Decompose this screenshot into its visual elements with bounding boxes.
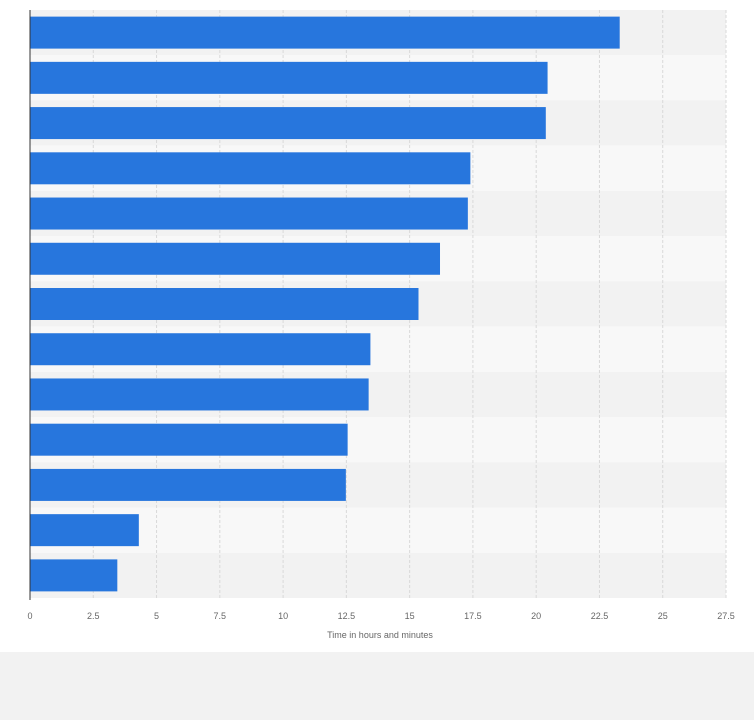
bar xyxy=(30,61,548,94)
bar xyxy=(30,559,118,592)
row-band xyxy=(30,507,726,553)
x-tick-label: 5 xyxy=(154,611,159,621)
footer-band xyxy=(0,652,754,720)
bar xyxy=(30,16,620,49)
bar xyxy=(30,152,471,185)
x-tick-label: 27.5 xyxy=(717,611,735,621)
x-tick-label: 15 xyxy=(405,611,415,621)
x-tick-label: 0 xyxy=(27,611,32,621)
x-tick-label: 25 xyxy=(658,611,668,621)
bar xyxy=(30,468,346,501)
bar xyxy=(30,242,441,275)
x-tick-label: 10 xyxy=(278,611,288,621)
bar-chart-svg: 0 2.5 5 7.5 10 12.5 15 17.5 20 22.5 25 27.5 Time in… xyxy=(27,10,735,640)
bar xyxy=(30,423,348,456)
bars xyxy=(30,16,620,592)
bar xyxy=(30,288,419,320)
x-tick-label: 7.5 xyxy=(214,611,227,621)
x-tick-label: 17.5 xyxy=(464,611,482,621)
x-tick-label: 2.5 xyxy=(87,611,100,621)
bar xyxy=(30,333,371,366)
x-axis-title: Time in hours and minutes xyxy=(327,630,433,640)
row-band xyxy=(30,552,726,598)
bar xyxy=(30,197,468,230)
x-tick-labels: 0 2.5 5 7.5 10 12.5 15 17.5 20 22.5 25 27.5 xyxy=(27,611,734,621)
bar xyxy=(30,514,139,547)
bar xyxy=(30,107,546,140)
x-tick-label: 12.5 xyxy=(338,611,356,621)
x-tick-label: 22.5 xyxy=(591,611,609,621)
x-tick-label: 20 xyxy=(531,611,541,621)
bar xyxy=(30,378,369,411)
